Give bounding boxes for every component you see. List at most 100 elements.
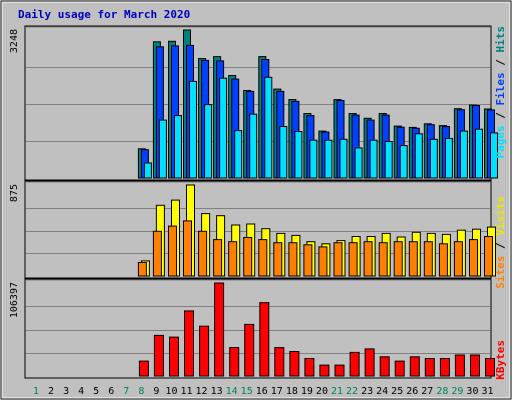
legend-item-pages: Pages [494,125,507,158]
bar-pages-day-28 [444,137,453,179]
legend-separator: / [494,106,507,126]
bar-sites-day-17 [273,242,283,277]
bar-sites-day-16 [258,239,268,277]
bar-kbytes-day-25 [394,360,405,377]
bar-kbytes-day-20 [319,364,330,377]
day-label-1: 1 [33,386,39,397]
legend-top: Pages / Files / Hits [494,26,507,159]
day-label-14: 14 [226,386,238,397]
x-axis-day-labels: 1 2 3 4 5 6 7 8 9 10 11 12 13 14 15 16 17 18 19 20 21 22 23 24 2… [33,386,494,397]
bar-pages-day-21 [339,138,348,179]
bar-pages-day-24 [384,141,393,179]
day-label-25: 25 [391,386,403,397]
bar-kbytes-day-8 [138,360,149,377]
bar-sites-day-8 [137,262,147,277]
bar-pages-day-10 [174,115,182,179]
day-label-5: 5 [93,386,99,397]
bar-kbytes-day-10 [169,336,179,377]
legend-separator: / [494,53,507,73]
bar-sites-day-27 [423,241,433,277]
bar-kbytes-day-19 [304,358,315,377]
bar-pages-day-9 [158,119,167,179]
bar-pages-day-17 [279,126,288,179]
bar-sites-day-15 [243,237,253,277]
legend-bottom: KBytes [494,340,507,380]
legend-item-hits: Hits [494,26,507,53]
day-label-16: 16 [256,386,268,397]
bar-sites-day-20 [318,246,328,277]
legend-item-files: Files [494,72,507,105]
day-label-3: 3 [63,386,69,397]
day-label-18: 18 [286,386,298,397]
bar-sites-day-23 [363,241,373,277]
legend-layer: Pages / Files / Hits Sites / Visits KBytes [494,26,507,380]
bar-pages-day-11 [189,80,197,179]
legend-item-sites: Sites [494,256,507,289]
bar-sites-day-14 [228,241,238,277]
bar-pages-day-29 [459,130,468,179]
day-label-30: 30 [466,386,478,397]
bar-sites-day-18 [288,242,298,277]
bar-sites-day-10 [168,225,177,277]
bar-kbytes-day-30 [470,354,480,377]
bar-pages-day-27 [429,138,438,179]
bar-kbytes-day-23 [364,348,375,377]
bar-sites-day-26 [408,241,418,277]
legend-item-visits: Visits [494,196,507,236]
day-label-4: 4 [78,386,84,397]
day-label-31: 31 [481,386,493,397]
bar-pages-day-18 [294,131,303,179]
panel-bottom [24,278,492,379]
day-label-13: 13 [211,386,223,397]
bar-kbytes-day-24 [379,356,390,377]
day-label-12: 12 [196,386,208,397]
day-label-23: 23 [361,386,373,397]
bar-pages-day-19 [309,139,318,179]
day-label-29: 29 [451,386,463,397]
bar-sites-day-31 [484,236,493,277]
bar-kbytes-day-29 [454,354,465,377]
bar-sites-day-22 [348,242,358,277]
day-label-10: 10 [165,386,177,397]
bar-kbytes-day-22 [349,351,360,377]
day-label-22: 22 [346,386,358,397]
day-label-17: 17 [271,386,283,397]
bars-layer [137,29,498,377]
bar-sites-day-11 [183,220,192,277]
day-label-9: 9 [153,386,159,397]
y-max-label-top: 3248 [9,29,20,53]
bar-sites-day-9 [152,230,162,277]
bar-pages-day-16 [264,76,273,179]
legend-item-kbytes: KBytes [494,340,507,380]
bar-sites-day-29 [453,241,463,277]
day-label-24: 24 [376,386,388,397]
bar-kbytes-day-27 [424,358,435,377]
bar-kbytes-day-14 [229,347,240,377]
bar-pages-day-20 [324,139,333,179]
bar-sites-day-19 [303,244,313,277]
day-label-2: 2 [48,386,54,397]
bar-pages-day-30 [475,128,483,179]
day-label-20: 20 [316,386,328,397]
bar-sites-day-21 [333,242,343,277]
legend-separator: / [494,236,507,256]
bar-pages-day-31 [490,132,498,179]
bar-pages-day-22 [354,147,363,179]
legend-middle: Sites / Visits [494,196,507,289]
bar-kbytes-day-17 [274,347,285,377]
bar-kbytes-day-28 [439,358,450,377]
bar-sites-day-24 [378,242,388,277]
bar-kbytes-day-15 [244,323,255,377]
bar-pages-day-26 [414,133,423,179]
bar-pages-day-14 [234,130,243,179]
day-label-27: 27 [421,386,433,397]
bar-sites-day-12 [198,230,208,277]
bar-pages-day-8 [143,162,152,179]
bar-sites-day-30 [469,239,478,277]
day-label-6: 6 [108,386,114,397]
bar-pages-day-15 [249,113,258,179]
day-label-8: 8 [138,386,144,397]
day-label-28: 28 [436,386,448,397]
